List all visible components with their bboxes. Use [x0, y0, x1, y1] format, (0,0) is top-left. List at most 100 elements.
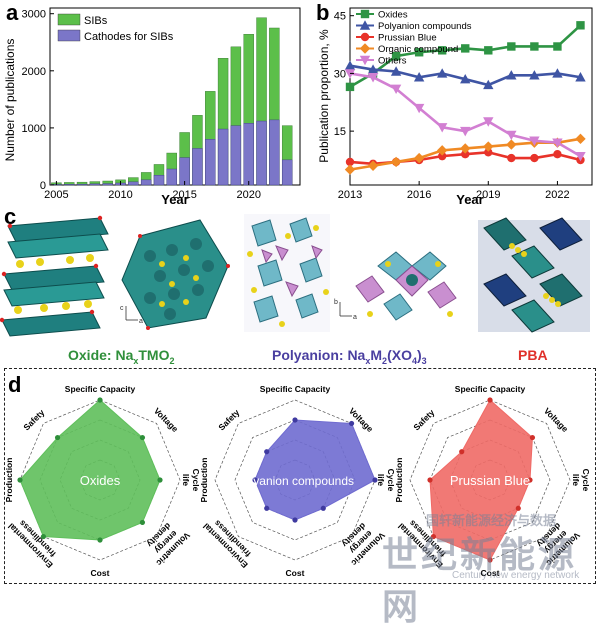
marker-b-3-2014: [367, 160, 379, 171]
radar-point-2-1: [529, 434, 536, 441]
marker-b-0-2022: [553, 42, 562, 51]
marker-b-2-2022: [553, 150, 562, 159]
marker-b-1-2021: [529, 70, 540, 80]
polyanion-formula-label: Polyanion: NaxM2(XO4)3: [272, 347, 427, 366]
oxide-layered-structure: [0, 215, 109, 337]
marker-b-0-2013: [345, 82, 355, 92]
xtick-label-b-2016: 2016: [407, 189, 431, 201]
marker-b-4-2016: [413, 103, 425, 114]
radar-point-1-1: [348, 420, 355, 427]
xtick-label-a-2015: 2015: [172, 189, 196, 201]
marker-b-1-2013: [344, 60, 356, 70]
axis-marker-polyanion: b a: [334, 299, 357, 321]
marker-b-1-2019: [483, 79, 494, 90]
radar-grid-2-3: [429, 419, 551, 541]
xtick-label-a-2005: 2005: [44, 189, 68, 201]
radar-point-2-7: [459, 449, 465, 455]
radar-axis-label-2-2-1: life: [571, 474, 581, 487]
xtick-label-b-2013: 2013: [338, 189, 362, 201]
radar-point-2-4: [487, 557, 493, 563]
bar-cathodes-2006: [64, 184, 75, 186]
bar-cathodes-2019: [230, 125, 242, 186]
marker-b-2-2017: [437, 151, 447, 161]
marker-b-2-2021: [530, 153, 539, 163]
bar-cathodes-2012: [140, 179, 152, 186]
marker-b-2-2018: [461, 150, 470, 159]
radar-point-0-6: [17, 477, 23, 483]
bar-cathodes-2014: [166, 168, 177, 186]
bar-cathodes-2015: [179, 157, 190, 186]
radar-axis-label-2-1: Voltage: [542, 406, 571, 435]
radar-axis-label-0-1: Voltage: [152, 406, 181, 435]
oxide-top-view: [121, 219, 230, 330]
radar-axis-label-1-4: Cost: [286, 568, 305, 578]
bar-cathodes-2018: [217, 128, 229, 186]
radar-axis-label-0-7: Safety: [21, 407, 46, 432]
legend-marker-b-2: [360, 32, 370, 42]
bar-cathodes-2011: [128, 181, 139, 186]
marker-b-1-2020: [506, 70, 517, 80]
marker-b-4-2023: [575, 151, 586, 162]
legend-label-a-0: SIBs: [84, 15, 108, 27]
marker-b-0-2016: [414, 48, 424, 57]
radar-point-0-1: [139, 434, 146, 441]
radar-panel-frame: [4, 368, 596, 584]
marker-b-0-2019: [484, 46, 493, 55]
panel-label-b: b: [316, 0, 330, 25]
radar-area-0: [19, 399, 161, 541]
radar-axis-label-1-0: Specific Capacity: [260, 384, 331, 394]
ylabel-b: Publication proportion, %: [317, 29, 331, 163]
radar-point-0-3: [139, 519, 146, 526]
radar-point-1-0: [292, 417, 298, 423]
ytick-label-a-3000: 3000: [22, 9, 46, 21]
marker-b-4-2019: [483, 117, 494, 127]
radar-axis-label-0-4: Cost: [91, 568, 110, 578]
radar-point-0-2: [157, 477, 163, 483]
radar-point-2-6: [427, 477, 433, 483]
oxide-formula-label: Oxide: NaxTMO2: [68, 347, 175, 366]
legend-label-b-3: Organic compound: [378, 44, 458, 55]
panel-label-a: a: [6, 0, 19, 25]
panel-label-d: d: [8, 372, 22, 397]
bar-cathodes-2013: [153, 175, 165, 186]
ytick-label-a-2000: 2000: [22, 66, 46, 78]
radar-point-1-4: [292, 517, 298, 523]
marker-b-4-2022: [552, 138, 563, 148]
xlabel-b: Year: [456, 192, 483, 205]
radar-axis-label-0-2-1: life: [181, 474, 191, 487]
radar-axis-label-1-6: Production: [199, 458, 209, 503]
xtick-label-b-2019: 2019: [476, 189, 500, 201]
svg-text:b: b: [334, 299, 338, 306]
radar-axis-label-2-6: Production: [394, 458, 404, 503]
marker-b-0-2023: [576, 21, 585, 30]
marker-b-0-2020: [507, 42, 516, 51]
marker-b-3-2015: [390, 156, 402, 168]
chart-b: 15 30 45 2013 2016 2019 2022 Year Publication pr…: [317, 7, 593, 205]
legend-swatch-a-1: [57, 29, 81, 42]
marker-b-4-2017: [436, 123, 448, 133]
legend-marker-b-4: [359, 55, 371, 66]
crystal-structures: c a b a: [0, 214, 590, 337]
marker-b-4-2018: [460, 126, 471, 137]
radar-point-1-7: [264, 449, 270, 455]
legend-label-b-2: Prussian Blue: [378, 33, 437, 44]
xtick-label-b-2022: 2022: [545, 189, 569, 201]
radar-point-2-0: [487, 397, 493, 403]
legend-swatch-a-0: [57, 13, 81, 26]
svg-text:a: a: [139, 318, 143, 325]
marker-b-4-2021: [529, 136, 540, 146]
ytick-label-b-30: 30: [334, 68, 346, 80]
plot-frame-b: [349, 7, 593, 186]
radar-point-0-4: [97, 537, 103, 543]
marker-b-1-2016: [413, 72, 425, 82]
xtick-label-a-2020: 2020: [236, 189, 260, 201]
legend-marker-b-1: [359, 20, 371, 30]
bar-cathodes-2008: [89, 183, 101, 186]
marker-b-3-2023: [575, 133, 586, 145]
chart-a: 0 1000 2000 3000 2005 2010 2015 2020 Year Number …: [3, 7, 301, 205]
legend-label-b-1: Polyanion compounds: [378, 21, 472, 32]
watermark-line3: Century new energy network: [452, 570, 580, 581]
bar-cathodes-2016: [192, 148, 203, 186]
marker-b-3-2016: [413, 152, 425, 164]
radar-name-0: Oxides: [80, 473, 121, 488]
